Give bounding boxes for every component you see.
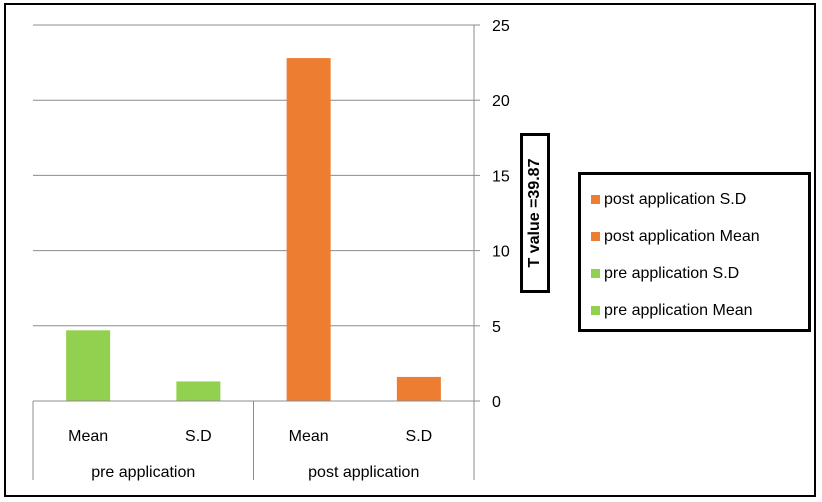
y-tick-label: 0 bbox=[492, 394, 501, 411]
legend-swatch bbox=[591, 269, 600, 278]
group-label: post application bbox=[308, 464, 419, 481]
legend-label: pre application Mean bbox=[604, 301, 753, 319]
legend-label: post application Mean bbox=[604, 227, 760, 245]
legend-label: post application S.D bbox=[604, 190, 747, 208]
t-value-annotation: T value =39.87 bbox=[526, 158, 543, 268]
chart-legend: post application S.D post application Me… bbox=[578, 172, 811, 332]
chart-frame bbox=[4, 3, 816, 497]
bar bbox=[66, 330, 111, 401]
bar bbox=[176, 381, 221, 401]
legend-swatch bbox=[591, 306, 600, 315]
y-tick-label: 15 bbox=[492, 168, 510, 185]
x-tick-label: S.D bbox=[185, 428, 212, 445]
group-label: pre application bbox=[91, 464, 195, 481]
y-tick-label: 25 bbox=[492, 18, 510, 35]
legend-item: pre application Mean bbox=[581, 292, 808, 329]
t-value-annotation-box: T value =39.87 bbox=[520, 133, 550, 293]
y-tick-label: 20 bbox=[492, 93, 510, 110]
legend-item: post application Mean bbox=[581, 218, 808, 255]
legend-label: pre application S.D bbox=[604, 264, 740, 282]
x-tick-label: Mean bbox=[289, 428, 329, 445]
legend-swatch bbox=[591, 195, 600, 204]
legend-swatch bbox=[591, 232, 600, 241]
legend-item: post application S.D bbox=[581, 181, 808, 218]
y-tick-label: 10 bbox=[492, 244, 510, 261]
legend-item: pre application S.D bbox=[581, 255, 808, 292]
bar bbox=[396, 376, 441, 401]
x-tick-label: Mean bbox=[68, 428, 108, 445]
y-tick-label: 5 bbox=[492, 319, 501, 336]
bar bbox=[286, 58, 331, 401]
x-tick-label: S.D bbox=[406, 428, 433, 445]
